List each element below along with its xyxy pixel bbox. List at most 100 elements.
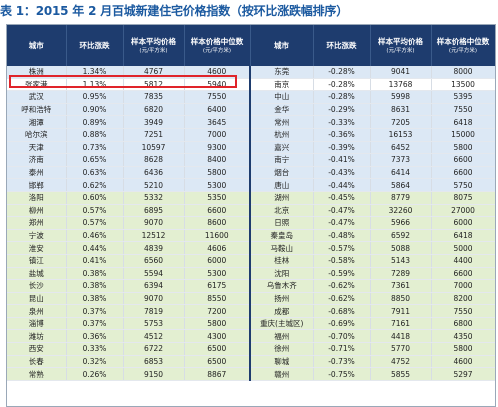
- city-cell: 东莞: [250, 66, 314, 79]
- header-label: 样本平均价格: [131, 36, 176, 46]
- mom-change-cell: 1.13%: [66, 78, 124, 92]
- mom-change-cell: -0.69%: [313, 317, 371, 331]
- avg-price-cell: 6895: [123, 204, 185, 218]
- city-cell: 徐州: [250, 342, 314, 356]
- avg-price-cell: 5594: [123, 267, 185, 281]
- table-row: 泰州 0.63% 6436 5800 烟台 -0.43% 6414 6600: [7, 166, 495, 180]
- mom-change-cell: 0.62%: [66, 178, 124, 192]
- median-price-cell: 3645: [184, 115, 251, 129]
- table-caption: 表 1：2015 年 2 月百城新建住宅价格指数（按环比涨跌幅排序）: [0, 4, 349, 18]
- median-price-cell: 5000: [431, 241, 495, 255]
- median-price-cell: 7000: [431, 279, 495, 293]
- city-cell: 天津: [7, 141, 67, 155]
- mom-change-cell: -0.28%: [313, 90, 371, 104]
- table-row: 淄博 0.37% 5753 5800 重庆(主城区) -0.69% 7161 6800: [7, 317, 495, 331]
- avg-price-cell: 32260: [370, 204, 432, 218]
- city-cell: 洛阳: [7, 191, 67, 205]
- mom-change-cell: 0.38%: [66, 267, 124, 281]
- price-index-table: 城市 环比涨跌 样本平均价格 (元/平方米) 样本价格中位数 (元/平方米) 城市 环比涨跌样…: [7, 25, 495, 381]
- city-cell: 长春: [7, 355, 67, 369]
- median-price-cell: 4606: [184, 241, 251, 255]
- table-row: 张家港 1.13% 5812 5940 南京 -0.28% 13768 13500: [7, 78, 495, 92]
- mom-change-cell: 0.57%: [66, 216, 124, 230]
- city-cell: 淮安: [7, 241, 67, 255]
- avg-price-cell: 5855: [370, 367, 432, 381]
- median-price-cell: 27000: [431, 204, 495, 218]
- avg-price-cell: 4752: [370, 355, 432, 369]
- city-cell: 哈尔滨: [7, 128, 67, 142]
- avg-price-cell: 5998: [370, 90, 432, 104]
- city-cell: 宁波: [7, 229, 67, 243]
- city-cell: 乌鲁木齐: [250, 279, 314, 293]
- table-row: 长沙 0.38% 6394 6175 乌鲁木齐 -0.62% 7361 7000: [7, 279, 495, 293]
- table-row: 长春 0.32% 6853 6500 聊城 -0.73% 4752 4600: [7, 355, 495, 369]
- median-price-cell: 5350: [184, 191, 251, 205]
- city-cell: 聊城: [250, 355, 314, 369]
- avg-price-cell: 16153: [370, 128, 432, 142]
- mom-change-cell: 0.36%: [66, 329, 124, 344]
- median-price-cell: 5800: [184, 166, 251, 180]
- avg-price-cell: 5143: [370, 254, 432, 268]
- city-cell: 沈阳: [250, 267, 314, 281]
- avg-price-cell: 6820: [123, 103, 185, 117]
- median-price-cell: 5800: [431, 141, 495, 155]
- median-price-cell: 8000: [431, 66, 495, 79]
- city-cell: 成都: [250, 304, 314, 318]
- city-cell: 淄博: [7, 317, 67, 331]
- avg-price-cell: 4418: [370, 329, 432, 344]
- mom-change-cell: -0.29%: [313, 103, 371, 117]
- median-price-cell: 5800: [184, 317, 251, 331]
- median-price-cell: 6600: [431, 153, 495, 167]
- header-median-price-left: 样本价格中位数 (元/平方米): [184, 25, 251, 66]
- median-price-cell: 7550: [184, 90, 251, 104]
- city-cell: 赣州: [250, 367, 314, 381]
- median-price-cell: 4600: [431, 355, 495, 369]
- avg-price-cell: 7161: [370, 317, 432, 331]
- median-price-cell: 5395: [431, 90, 495, 104]
- mom-change-cell: -0.71%: [313, 342, 371, 356]
- table-row: 济南 0.65% 8628 8400 南宁 -0.41% 7373 6600: [7, 153, 495, 167]
- header-label: 样本价格中位数: [436, 36, 490, 46]
- city-cell: 常州: [250, 115, 314, 129]
- city-cell: 中山: [250, 90, 314, 104]
- header-unit: (元/平方米): [448, 47, 478, 54]
- mom-change-cell: -0.44%: [313, 178, 371, 192]
- avg-price-cell: 5812: [123, 78, 185, 92]
- header-unit: (元/平方米): [139, 47, 168, 54]
- avg-price-cell: 12512: [123, 229, 185, 243]
- median-price-cell: 7000: [184, 128, 251, 142]
- city-cell: 桂林: [250, 254, 314, 268]
- table-row: 株洲 1.34% 4767 4600 东莞 -0.28% 9041 8000: [7, 66, 495, 79]
- header-row: 城市 环比涨跌 样本平均价格 (元/平方米) 样本价格中位数 (元/平方米) 城市 环比涨跌样…: [7, 25, 495, 66]
- city-cell: 邯郸: [7, 178, 67, 192]
- avg-price-cell: 9041: [370, 66, 432, 79]
- avg-price-cell: 6414: [370, 166, 432, 180]
- avg-price-cell: 5864: [370, 178, 432, 192]
- header-label: 环比涨跌: [79, 40, 110, 50]
- avg-price-cell: 7819: [123, 304, 185, 318]
- median-price-cell: 5800: [431, 342, 495, 356]
- table-row: 盐城 0.38% 5594 5300 沈阳 -0.59% 7289 6600: [7, 267, 495, 281]
- city-cell: 镇江: [7, 254, 67, 268]
- mom-change-cell: 0.89%: [66, 115, 124, 129]
- city-cell: 杭州: [250, 128, 314, 142]
- median-price-cell: 4300: [184, 329, 251, 344]
- median-price-cell: 8200: [431, 292, 495, 306]
- median-price-cell: 6600: [431, 267, 495, 281]
- mom-change-cell: 0.90%: [66, 103, 124, 117]
- avg-price-cell: 4512: [123, 329, 185, 344]
- mom-change-cell: -0.41%: [313, 153, 371, 167]
- median-price-cell: 5300: [184, 267, 251, 281]
- header-label: 城市: [28, 40, 44, 50]
- city-cell: 湖州: [250, 191, 314, 205]
- city-cell: 湘潭: [7, 115, 67, 129]
- median-price-cell: 6600: [184, 204, 251, 218]
- mom-change-cell: 0.65%: [66, 153, 124, 167]
- city-cell: 盐城: [7, 267, 67, 281]
- mom-change-cell: -0.73%: [313, 355, 371, 369]
- city-cell: 泉州: [7, 304, 67, 318]
- mom-change-cell: -0.48%: [313, 229, 371, 243]
- city-cell: 昆山: [7, 292, 67, 306]
- city-cell: 呼和浩特: [7, 103, 67, 117]
- avg-price-cell: 9070: [123, 292, 185, 306]
